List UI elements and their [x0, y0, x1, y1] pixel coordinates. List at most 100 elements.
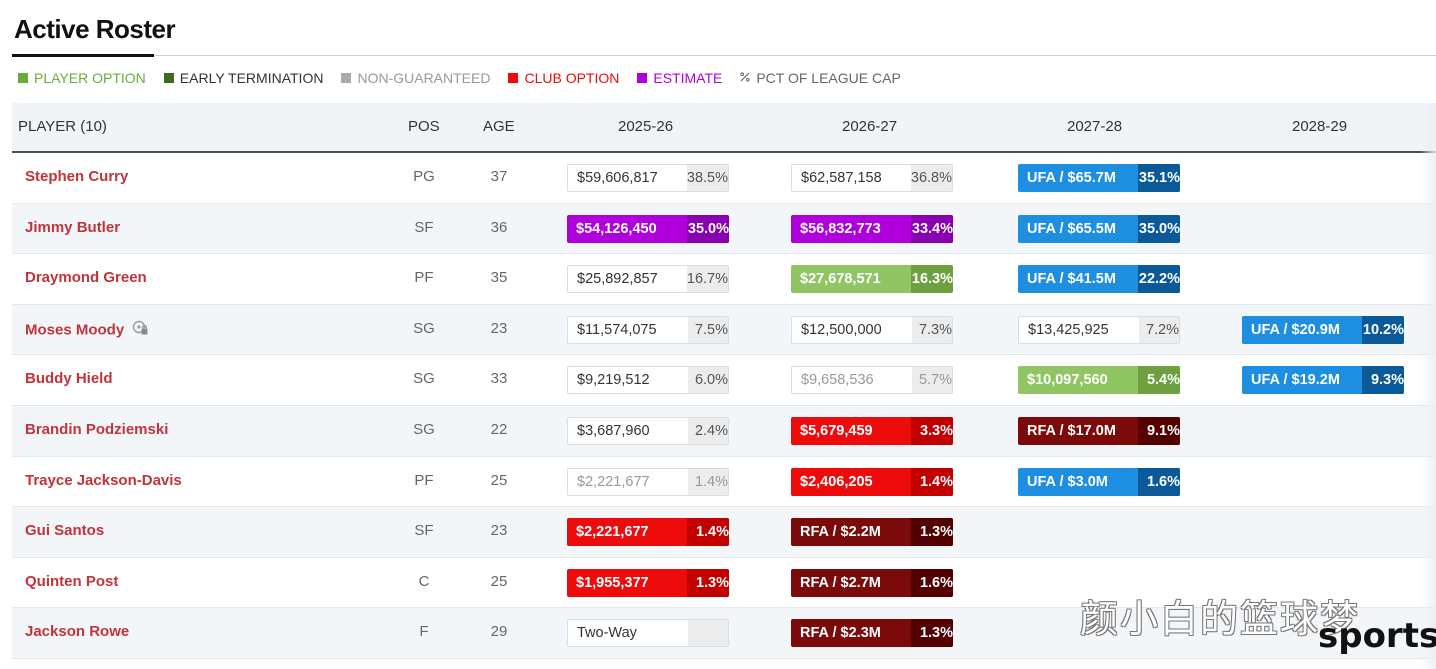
cap-percent: 1.4% [688, 468, 728, 495]
title-divider [12, 55, 1436, 56]
title-underline [12, 54, 154, 57]
salary-cell: $12,500,000 7.3% [791, 315, 953, 344]
lock-badge-icon[interactable] [132, 320, 149, 341]
player-name-link[interactable]: Quinten Post [25, 573, 118, 590]
salary-amount: $2,221,677 [576, 524, 649, 541]
salary-cell: RFA / $2.7M 1.6% [791, 568, 953, 597]
player-name-link[interactable]: Buddy Hield [25, 370, 113, 387]
player-position: SG [413, 370, 435, 388]
player-age: 25 [490, 572, 508, 590]
cap-percent: 16.7% [686, 266, 728, 293]
salary-amount: $10,097,560 [1027, 372, 1108, 389]
player-name[interactable]: Moses Moody [25, 321, 125, 339]
salary-cell: UFA / $65.7M 35.1% [1018, 164, 1180, 192]
salary-amount: $11,574,075 [577, 321, 657, 338]
salary-cell: $59,606,817 38.5% [567, 164, 729, 192]
player-name-link[interactable]: Draymond Green [25, 269, 147, 286]
player-name-link[interactable]: Gui Santos [25, 522, 104, 539]
salary-cell: $5,679,459 3.3% [791, 416, 953, 445]
salary-cell: $9,658,536 5.7% [791, 366, 953, 395]
cap-percent: 35.1% [1138, 164, 1180, 192]
page-title: Active Roster [14, 14, 176, 44]
salary-amount: RFA / $2.7M [800, 574, 881, 591]
salary-cell: RFA / $2.3M 1.3% [791, 619, 953, 648]
legend-label: PLAYER OPTION [34, 70, 146, 86]
salary-amount: $9,658,536 [801, 372, 874, 389]
legend-label: NON-GUARANTEED [357, 70, 491, 86]
player-name-link[interactable]: Stephen Curry [25, 168, 128, 185]
player-age: 29 [490, 623, 508, 641]
salary-cell: UFA / $19.2M 9.3% [1242, 366, 1404, 395]
table-row: Buddy Hield SG 33 $9,219,512 6.0% $9,658,536 5… [12, 355, 1436, 406]
cap-percent: 1.3% [687, 568, 729, 597]
legend-swatch [341, 73, 352, 83]
cap-percent: 6.0% [688, 367, 728, 394]
legend-item: PLAYER OPTION [18, 70, 146, 86]
player-age: 23 [490, 522, 508, 540]
salary-amount: $2,406,205 [800, 473, 873, 490]
salary-amount: Two-Way [577, 625, 637, 642]
salary-cell: UFA / $3.0M 1.6% [1018, 467, 1180, 496]
player-name[interactable]: Jackson Rowe [25, 623, 130, 641]
legend-item: ESTIMATE [637, 70, 722, 86]
salary-amount: $25,892,857 [577, 271, 658, 288]
cap-percent: 9.1% [1138, 416, 1180, 445]
table-row: Draymond Green PF 35 $25,892,857 16.7% $27,67… [12, 254, 1436, 305]
player-position: PG [413, 168, 435, 185]
salary-amount: $5,679,459 [800, 422, 873, 439]
player-name[interactable]: Draymond Green [25, 269, 147, 287]
cap-percent: 1.3% [911, 619, 953, 648]
player-age: 33 [490, 370, 508, 388]
cap-percent: 16.3% [911, 265, 953, 294]
cap-percent: 35.0% [1138, 214, 1180, 243]
salary-amount: $3,687,960 [577, 422, 650, 439]
salary-cell: $11,574,075 7.5% [567, 315, 729, 344]
table-header: PLAYER (10) POS AGE 2025-26 2026-27 2027… [12, 103, 1436, 153]
table-body: Stephen Curry PG 37 $59,606,817 38.5% $62,587… [12, 153, 1436, 659]
legend-swatch [508, 73, 519, 83]
salary-cell: RFA / $2.2M 1.3% [791, 518, 953, 547]
player-age: 37 [490, 168, 508, 185]
salary-cell: UFA / $20.9M 10.2% [1242, 315, 1404, 344]
player-name[interactable]: Gui Santos [25, 522, 105, 540]
legend-item: PCT OF LEAGUE CAP [740, 70, 901, 86]
player-age: 23 [490, 319, 508, 337]
table-row: Moses Moody SG 23 $11,574,075 7.5% $12,500,00… [12, 304, 1436, 356]
header-pos[interactable]: POS [408, 118, 440, 135]
player-name[interactable]: Jimmy Butler [25, 218, 121, 236]
legend-swatch [637, 73, 648, 83]
player-name[interactable]: Quinten Post [25, 572, 119, 590]
player-name-link[interactable]: Jackson Rowe [25, 623, 129, 640]
header-2026-27[interactable]: 2026-27 [842, 118, 898, 135]
player-name[interactable]: Buddy Hield [25, 370, 113, 388]
player-name-link[interactable]: Moses Moody [25, 320, 149, 341]
salary-amount: RFA / $2.2M [800, 524, 881, 541]
salary-cell: $2,406,205 1.4% [791, 467, 953, 496]
salary-cell: $62,587,158 36.8% [791, 164, 953, 192]
player-name-link[interactable]: Trayce Jackson-Davis [25, 472, 182, 489]
player-name-link[interactable]: Jimmy Butler [25, 219, 120, 236]
header-2027-28[interactable]: 2027-28 [1067, 118, 1123, 135]
header-player[interactable]: PLAYER (10) [18, 118, 107, 135]
salary-cell: RFA / $17.0M 9.1% [1018, 416, 1180, 445]
player-position: PF [414, 269, 434, 287]
player-name[interactable]: Brandin Podziemski [25, 420, 169, 438]
cap-percent: 35.0% [687, 214, 729, 243]
salary-amount: $12,500,000 [801, 321, 882, 338]
header-2028-29[interactable]: 2028-29 [1292, 118, 1348, 135]
table-row: Brandin Podziemski SG 22 $3,687,960 2.4% $5,6… [12, 405, 1436, 457]
player-position: SG [413, 319, 435, 337]
salary-amount: UFA / $65.5M [1027, 220, 1116, 237]
player-name[interactable]: Trayce Jackson-Davis [25, 471, 182, 489]
player-position: C [418, 572, 430, 590]
legend: PLAYER OPTION EARLY TERMINATION NON-GUARAN… [18, 70, 901, 86]
cap-percent [688, 620, 728, 647]
header-2025-26[interactable]: 2025-26 [618, 118, 674, 135]
salary-cell: $9,219,512 6.0% [567, 366, 729, 395]
player-name-link[interactable]: Brandin Podziemski [25, 421, 168, 438]
header-age[interactable]: AGE [483, 118, 515, 135]
salary-amount: $1,955,377 [576, 574, 649, 591]
legend-item: EARLY TERMINATION [163, 70, 323, 86]
table-row: Stephen Curry PG 37 $59,606,817 38.5% $62,587… [12, 153, 1436, 204]
player-name[interactable]: Stephen Curry [25, 168, 129, 185]
